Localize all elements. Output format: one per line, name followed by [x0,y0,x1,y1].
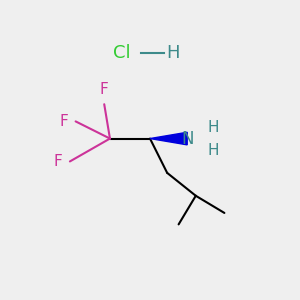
Text: Cl: Cl [112,44,130,62]
Text: F: F [60,114,68,129]
Polygon shape [150,132,187,145]
Text: H: H [207,120,219,135]
Text: N: N [181,130,194,148]
Text: F: F [54,154,63,169]
Text: F: F [100,82,109,97]
Text: H: H [166,44,180,62]
Text: H: H [207,142,219,158]
